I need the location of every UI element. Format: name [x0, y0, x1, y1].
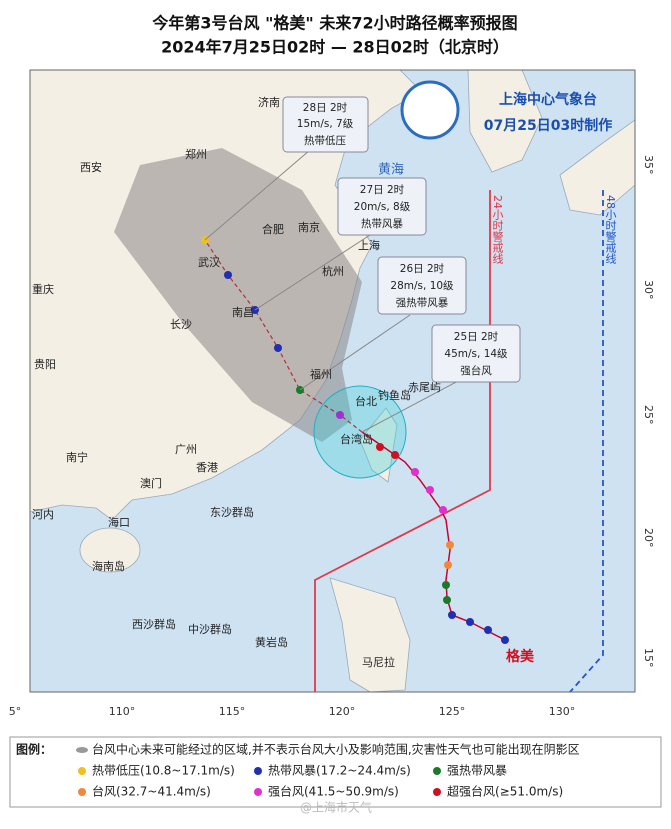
forecast-category: 强热带风暴: [396, 296, 449, 309]
lon-label: 110°: [109, 705, 136, 718]
legend-title: 图例：: [16, 742, 52, 757]
forecast-box: 27日 2时 20m/s, 8级 热带风暴: [337, 177, 427, 236]
forecast-time: 27日 2时: [360, 184, 405, 196]
place: 海口: [108, 515, 130, 529]
forecast-category: 强台风: [460, 364, 492, 377]
legend-item: 强台风(41.5~50.9m/s): [268, 784, 399, 799]
forecast-time: 28日 2时: [303, 102, 348, 114]
subtitle: 2024年7月25日02时 — 28日02时（北京时）: [161, 38, 509, 57]
place: 赤尾屿: [408, 381, 441, 394]
place: 澳门: [140, 476, 162, 490]
title: 今年第3号台风 "格美" 未来72小时路径概率预报图: [151, 14, 517, 33]
places: 济南 郑州 西安 合肥 南京 上海 武汉 杭州 长沙 南昌 福州 重庆 贵阳 南…: [32, 95, 441, 669]
sea-label: 黄海: [378, 163, 404, 178]
lat-label: 15°: [642, 648, 655, 668]
lat-label: 25°: [642, 405, 655, 425]
place: 钓鱼岛: [378, 388, 411, 402]
forecast-box: 26日 2时 28m/s, 10级 强热带风暴: [377, 256, 467, 315]
legend-item: 台风(32.7~41.4m/s): [92, 784, 211, 799]
place: 杭州: [322, 264, 344, 278]
place: 中沙群岛: [188, 622, 232, 636]
issue-time: 07月25日03时制作: [484, 117, 612, 134]
logo: [400, 80, 460, 140]
place: 长沙: [170, 318, 192, 331]
place: 南京: [298, 220, 320, 234]
lon-label: 115°: [219, 705, 246, 718]
lat-label: 30°: [642, 280, 655, 300]
latitude-labels: 35° 30° 25° 20° 15°: [642, 155, 655, 668]
warning-line-label: 24小时警戒线: [491, 195, 504, 264]
map: 28日 2时 15m/s, 7级 热带低压 27日 2时 20m/s, 8级 热…: [30, 70, 635, 692]
agency-name: 上海中心气象台: [499, 91, 597, 108]
place: 南宁: [66, 450, 88, 464]
lon-label: 130°: [549, 705, 576, 718]
legend-item: 热带风暴(17.2~24.4m/s): [268, 764, 411, 778]
place: 上海: [358, 238, 380, 252]
map-frame: [29, 69, 636, 693]
place: 台北: [355, 394, 377, 408]
place: 合肥: [262, 222, 284, 236]
place: 重庆: [32, 282, 54, 296]
warning-line-label: 48小时警戒线: [604, 195, 617, 264]
longitude-labels: 5° 110° 115° 120° 125° 130°: [9, 705, 576, 718]
lat-label: 20°: [642, 528, 655, 548]
forecast-wind: 45m/s, 14级: [444, 348, 508, 360]
forecast-wind: 15m/s, 7级: [297, 118, 354, 130]
legend: 图例： 台风中心未来可能经过的区域,并不表示台风大小及影响范围,灾害性天气也可能…: [9, 736, 662, 815]
forecast-box: 28日 2时 15m/s, 7级 热带低压: [282, 96, 369, 153]
place: 福州: [310, 367, 332, 381]
forecast-box: 25日 2时 45m/s, 14级 强台风: [431, 324, 521, 383]
place: 香港: [196, 461, 218, 474]
forecast-wind: 20m/s, 8级: [354, 201, 411, 213]
place: 广州: [175, 443, 197, 456]
forecast-wind: 28m/s, 10级: [390, 280, 454, 292]
place: 马尼拉: [362, 655, 395, 669]
watermark: @上海市天气: [300, 800, 372, 815]
place: 河内: [32, 507, 54, 521]
place: 东沙群岛: [210, 505, 254, 519]
lon-label: 125°: [439, 705, 466, 718]
place: 台湾岛: [340, 432, 373, 446]
forecast-time: 25日 2时: [454, 331, 499, 343]
legend-item: 热带低压(10.8~17.1m/s): [92, 764, 235, 778]
lat-label: 35°: [642, 155, 655, 175]
place: 黄岩岛: [255, 635, 288, 649]
typhoon-name: 格美: [506, 648, 535, 665]
lon-label: 120°: [329, 705, 356, 718]
place: 西沙群岛: [132, 617, 176, 631]
forecast-time: 26日 2时: [400, 263, 445, 275]
place: 武汉: [198, 256, 220, 269]
place: 海南岛: [92, 559, 125, 573]
legend-item: 超强台风(≥51.0m/s): [447, 784, 563, 799]
forecast-category: 热带低压: [304, 134, 346, 147]
place: 贵阳: [34, 358, 56, 371]
place: 郑州: [185, 147, 207, 161]
forecast-category: 热带风暴: [361, 217, 403, 230]
place: 济南: [258, 95, 280, 109]
legend-item: 强热带风暴: [447, 764, 507, 778]
lon-label: 5°: [9, 705, 22, 718]
place: 南昌: [232, 306, 254, 319]
legend-note: 台风中心未来可能经过的区域,并不表示台风大小及影响范围,灾害性天气也可能出现在阴…: [92, 742, 580, 757]
place: 西安: [80, 160, 102, 174]
